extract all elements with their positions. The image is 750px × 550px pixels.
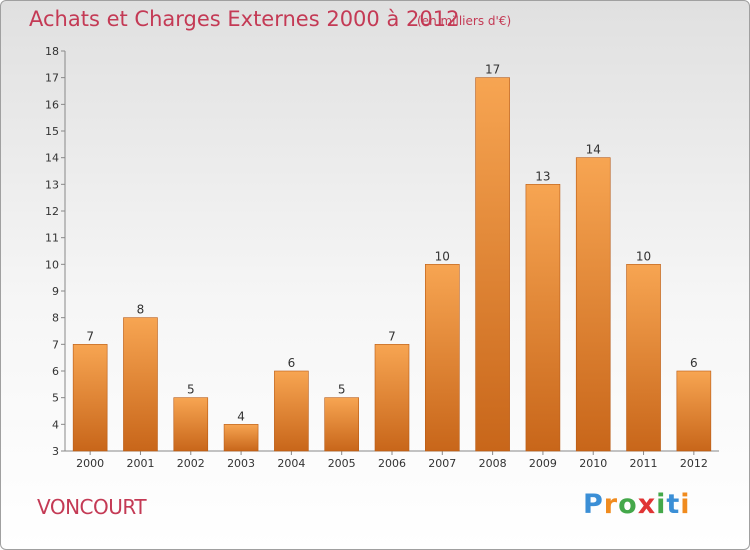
y-tick-label: 12 — [45, 205, 59, 218]
y-tick-label: 5 — [52, 392, 59, 405]
proxiti-logo[interactable]: Proxiti — [583, 489, 691, 520]
y-tick-label: 14 — [45, 152, 59, 165]
y-tick-label: 4 — [52, 418, 59, 431]
data-label: 14 — [586, 143, 601, 157]
logo-letter: i — [656, 489, 667, 520]
data-label: 10 — [636, 249, 651, 263]
logo-letter: P — [583, 489, 604, 520]
y-tick-label: 9 — [52, 285, 59, 298]
bar-2006 — [374, 344, 410, 452]
bar-2000 — [72, 344, 108, 452]
y-tick-label: 17 — [45, 72, 59, 85]
bar-2002 — [173, 397, 209, 452]
x-tick-label: 2010 — [579, 457, 607, 470]
bar-2010 — [575, 157, 611, 452]
x-tick-label: 2006 — [378, 457, 406, 470]
data-label: 8 — [137, 303, 145, 317]
logo-letter: t — [666, 489, 681, 520]
data-label: 6 — [288, 356, 296, 370]
x-tick-label: 2008 — [479, 457, 507, 470]
x-tick-label: 2005 — [328, 457, 356, 470]
x-tick-label: 2002 — [177, 457, 205, 470]
logo-letter: i — [680, 489, 691, 520]
y-tick-label: 10 — [45, 258, 59, 271]
y-tick-label: 13 — [45, 178, 59, 191]
logo-letter: x — [637, 489, 657, 520]
bar-2008 — [475, 77, 510, 452]
chart-title: Achats et Charges Externes 2000 à 2012 — [29, 7, 460, 31]
data-label: 17 — [485, 63, 500, 77]
x-tick-label: 2003 — [227, 457, 255, 470]
x-tick-label: 2011 — [630, 457, 658, 470]
data-label: 10 — [435, 249, 450, 263]
y-tick-label: 16 — [45, 98, 59, 111]
x-tick-label: 2001 — [126, 457, 154, 470]
data-label: 7 — [86, 329, 94, 343]
bar-2001 — [123, 317, 158, 452]
y-tick-label: 3 — [52, 445, 59, 458]
y-tick-label: 6 — [52, 365, 59, 378]
data-label: 13 — [535, 169, 550, 183]
data-label: 4 — [237, 409, 245, 423]
commune-name: VONCOURT — [37, 495, 147, 519]
logo-letter: r — [603, 489, 619, 520]
bar-2004 — [274, 370, 309, 452]
bar-2007 — [425, 264, 460, 452]
bar-2012 — [676, 370, 712, 452]
y-tick-label: 15 — [45, 125, 59, 138]
data-label: 5 — [338, 383, 346, 397]
bar-2011 — [626, 264, 661, 452]
y-tick-label: 18 — [45, 45, 59, 58]
y-tick-label: 11 — [45, 232, 59, 245]
data-label: 7 — [388, 329, 396, 343]
chart-subtitle: (en milliers d'€) — [417, 14, 512, 28]
data-label: 5 — [187, 383, 195, 397]
bar-2009 — [525, 184, 561, 452]
x-tick-label: 2012 — [680, 457, 708, 470]
bar-2003 — [223, 424, 259, 452]
x-tick-label: 2004 — [277, 457, 305, 470]
data-label: 6 — [690, 356, 698, 370]
x-tick-label: 2000 — [76, 457, 104, 470]
x-tick-label: 2009 — [529, 457, 557, 470]
x-tick-label: 2007 — [428, 457, 456, 470]
y-tick-label: 8 — [52, 312, 59, 325]
y-tick-label: 7 — [52, 338, 59, 351]
bar-2005 — [324, 397, 359, 452]
logo-letter: o — [618, 489, 638, 520]
